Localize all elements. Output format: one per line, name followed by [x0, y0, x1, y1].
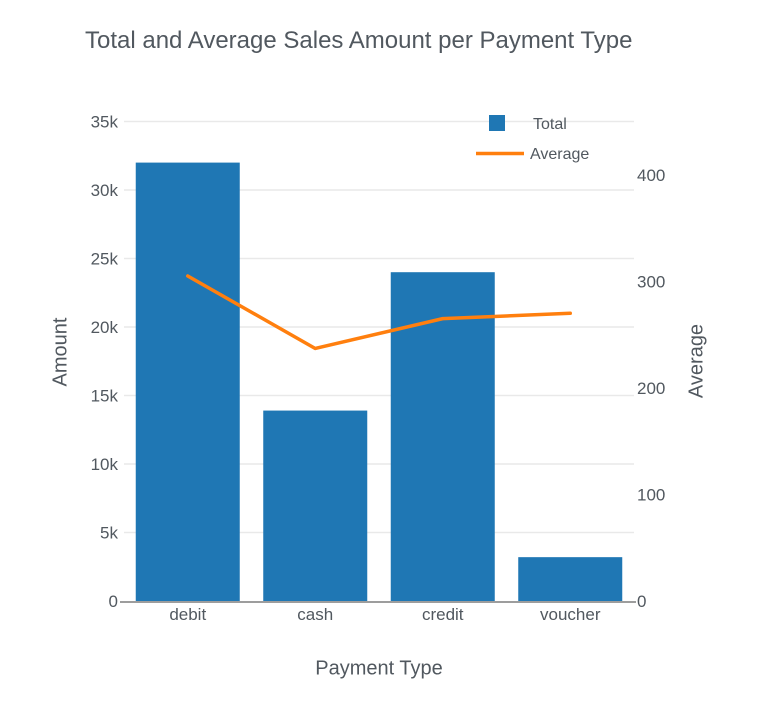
y-left-tick-20k: 20k: [91, 318, 119, 337]
legend-average-label[interactable]: Average: [530, 146, 589, 163]
y-right-tick-100: 100: [637, 485, 665, 504]
y-right-tick-200: 200: [637, 379, 665, 398]
x-axis-title: Payment Type: [315, 657, 443, 680]
y-right-tick-400: 400: [637, 166, 665, 185]
legend-total-label[interactable]: Total: [533, 116, 567, 133]
x-tick-label-credit: credit: [422, 605, 464, 624]
x-tick-label-debit: debit: [169, 605, 206, 624]
y-left-tick-5k: 5k: [100, 524, 118, 543]
y-right-tick-300: 300: [637, 272, 665, 291]
bar-credit: [390, 272, 495, 601]
x-tick-label-cash: cash: [297, 605, 333, 624]
chart-title: Total and Average Sales Amount per Payme…: [85, 27, 633, 54]
bar-debit: [135, 162, 240, 601]
y-left-tick-0: 0: [109, 592, 118, 611]
y-right-tick-0: 0: [637, 592, 646, 611]
y-left-tick-25k: 25k: [91, 250, 119, 269]
y-left-tick-30k: 30k: [91, 181, 119, 200]
legend-total-swatch[interactable]: [489, 115, 505, 131]
average-line: [186, 274, 572, 351]
y-left-tick-15k: 15k: [91, 387, 119, 406]
y-left-tick-35k: 35k: [91, 113, 119, 132]
y-left-tick-10k: 10k: [91, 455, 119, 474]
bar-cash: [263, 410, 368, 601]
bar-voucher: [518, 557, 623, 601]
x-tick-label-voucher: voucher: [540, 605, 601, 624]
